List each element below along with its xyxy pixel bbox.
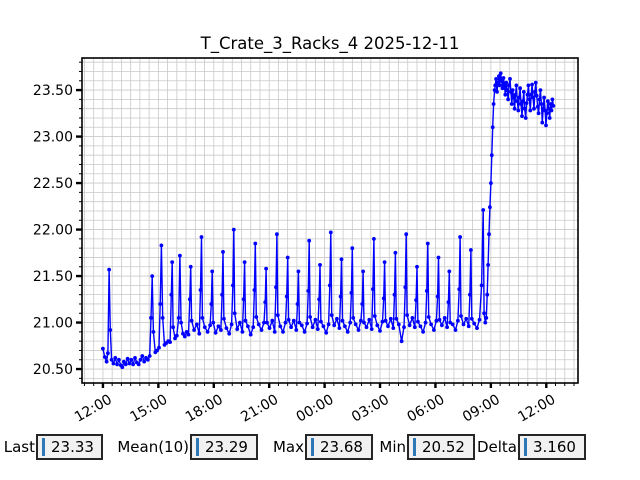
x-tick-label: 09:00 <box>460 392 503 426</box>
stat-mean-label: Mean(10) <box>117 438 189 456</box>
stat-min-entry[interactable]: 20.52 <box>407 434 475 460</box>
x-tick-label: 18:00 <box>183 392 226 426</box>
stat-max-value: 23.68 <box>320 438 363 456</box>
y-tick-label: 21.00 <box>33 316 73 332</box>
y-axis-tick-labels: 20.50 21.00 21.50 22.00 22.50 23.00 23.50 <box>33 83 73 378</box>
y-tick-label: 22.00 <box>33 223 73 239</box>
chart-title: T_Crate_3_Racks_4 2025-12-11 <box>200 34 460 54</box>
stat-delta-label: Delta <box>476 438 517 456</box>
stat-min-value: 20.52 <box>422 438 465 456</box>
text-cursor <box>524 438 527 456</box>
stat-last-value: 23.33 <box>51 438 94 456</box>
text-cursor <box>311 438 314 456</box>
stat-mean-entry[interactable]: 23.29 <box>190 434 258 460</box>
stat-last-entry[interactable]: 23.33 <box>36 434 103 460</box>
x-axis-tick-labels: 12:00 15:00 18:00 21:00 00:00 03:00 06:00 09:00… <box>72 392 558 426</box>
y-tick-label: 22.50 <box>33 176 73 192</box>
axis-ticks <box>76 61 575 388</box>
stat-mean-value: 23.29 <box>205 438 248 456</box>
text-cursor <box>196 438 199 456</box>
x-tick-label: 12:00 <box>72 392 115 426</box>
y-tick-label: 23.00 <box>33 130 73 146</box>
text-cursor <box>42 438 45 456</box>
x-tick-label: 15:00 <box>127 392 170 426</box>
data-series <box>101 71 556 370</box>
stat-delta-entry[interactable]: 3.160 <box>518 434 586 460</box>
stat-max-entry[interactable]: 23.68 <box>305 434 373 460</box>
stat-max-label: Max <box>272 438 304 456</box>
x-tick-label: 06:00 <box>405 392 448 426</box>
x-tick-label: 03:00 <box>349 392 392 426</box>
x-tick-label: 12:00 <box>515 392 558 426</box>
stat-last-label: Last <box>3 438 35 456</box>
stat-min-label: Min <box>379 438 406 456</box>
text-cursor <box>413 438 416 456</box>
grid-lines <box>82 58 578 383</box>
x-tick-label: 00:00 <box>294 392 337 426</box>
y-tick-label: 21.50 <box>33 269 73 285</box>
stat-delta-value: 3.160 <box>533 438 576 456</box>
y-tick-label: 20.50 <box>33 362 73 378</box>
x-tick-label: 21:00 <box>238 392 281 426</box>
y-tick-label: 23.50 <box>33 83 73 99</box>
temperature-chart: 12:00 15:00 18:00 21:00 00:00 03:00 06:00 09:00… <box>33 34 579 426</box>
